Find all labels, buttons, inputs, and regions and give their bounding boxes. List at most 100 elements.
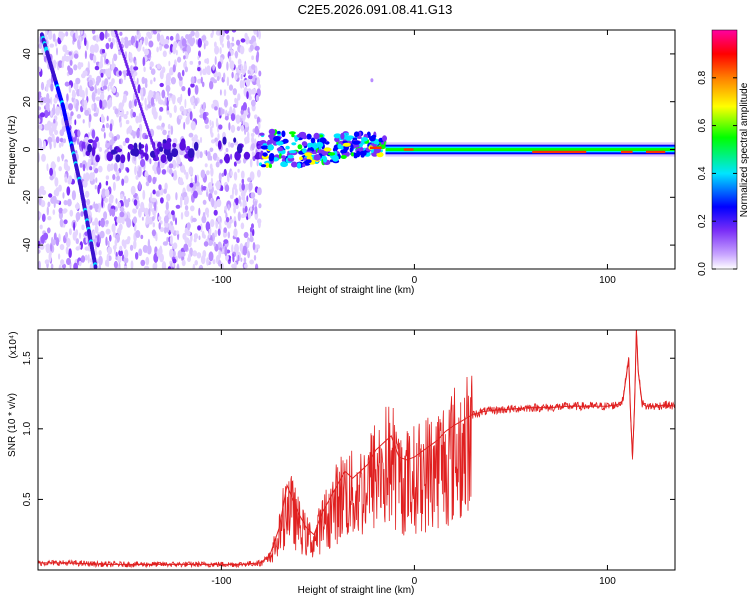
noise-speckle: [94, 225, 99, 234]
noise-speckle: [206, 65, 211, 75]
noise-speckle: [104, 30, 108, 40]
noise-speckle: [189, 96, 195, 104]
noise-speckle: [50, 96, 53, 105]
noise-speckle: [123, 113, 128, 120]
noise-speckle: [38, 249, 41, 254]
noise-speckle: [164, 39, 170, 45]
noise-speckle: [179, 149, 185, 156]
noise-speckle: [43, 55, 47, 63]
noise-speckle: [204, 207, 210, 215]
noise-speckle: [74, 119, 77, 126]
noise-speckle: [68, 248, 72, 259]
noise-speckle: [226, 40, 231, 49]
noise-speckle: [207, 240, 214, 246]
noise-speckle: [202, 111, 207, 121]
noise-speckle: [234, 220, 237, 228]
noise-speckle: [152, 263, 156, 269]
noise-speckle: [257, 187, 262, 196]
noise-speckle: [79, 89, 84, 98]
noise-speckle: [130, 185, 136, 196]
noise-speckle: [213, 79, 217, 84]
noise-speckle: [79, 162, 83, 168]
noise-speckle: [111, 223, 116, 233]
noise-speckle: [53, 118, 56, 125]
noise-speckle: [123, 175, 129, 184]
noise-speckle: [118, 70, 122, 76]
noise-speckle: [150, 68, 156, 75]
noise-speckle: [254, 114, 258, 120]
noise-speckle: [202, 101, 206, 112]
noise-speckle: [247, 250, 251, 259]
noise-speckle: [55, 136, 60, 144]
noise-speckle: [156, 165, 159, 172]
noise-speckle: [66, 257, 71, 266]
noise-band-blob: [222, 136, 227, 145]
noise-speckle: [232, 253, 235, 263]
noise-speckle: [212, 259, 216, 265]
noise-speckle: [113, 260, 118, 269]
noise-speckle: [66, 93, 69, 102]
carrier-spread-blob: [360, 154, 365, 158]
carrier-spread-blob: [291, 161, 298, 168]
noise-speckle: [220, 36, 223, 46]
noise-speckle: [142, 244, 148, 253]
noise-speckle: [158, 115, 162, 121]
noise-speckle: [144, 170, 148, 177]
carrier-spread-blob: [275, 141, 284, 146]
carrier-spread-blob: [327, 152, 336, 156]
noise-speckle: [118, 51, 121, 56]
noise-speckle: [121, 215, 125, 225]
noise-speckle: [224, 99, 228, 108]
noise-speckle: [234, 74, 238, 81]
noise-speckle: [240, 222, 245, 230]
noise-speckle: [159, 34, 165, 45]
snr-y-scale-label: (x10⁴): [8, 331, 19, 358]
noise-speckle: [147, 238, 151, 249]
noise-speckle: [237, 93, 241, 101]
noise-speckle: [52, 195, 57, 204]
noise-speckle: [226, 34, 230, 41]
noise-speckle: [202, 211, 206, 221]
noise-speckle: [160, 197, 164, 204]
carrier-spread-blob: [268, 163, 272, 168]
noise-speckle: [201, 230, 205, 239]
noise-speckle: [212, 152, 218, 161]
noise-speckle: [228, 141, 231, 148]
noise-speckle: [231, 36, 234, 42]
noise-speckle: [230, 170, 233, 177]
noise-speckle: [142, 189, 146, 200]
noise-speckle: [211, 120, 214, 129]
noise-speckle: [245, 78, 251, 87]
noise-speckle: [93, 102, 97, 113]
noise-speckle: [98, 250, 102, 256]
noise-speckle: [167, 266, 172, 269]
noise-speckle: [65, 231, 68, 239]
noise-speckle: [194, 84, 199, 95]
noise-speckle: [39, 243, 45, 250]
noise-speckle: [139, 130, 142, 141]
colorbar-tick-label: 0.2: [697, 214, 708, 228]
noise-speckle: [106, 68, 112, 78]
carrier-spread-blob: [322, 156, 328, 163]
noise-speckle: [124, 212, 127, 219]
noise-speckle: [98, 147, 103, 152]
noise-speckle: [63, 200, 68, 206]
noise-speckle: [248, 75, 253, 80]
noise-band-blob: [133, 142, 138, 151]
noise-speckle: [68, 55, 71, 62]
noise-speckle: [218, 172, 222, 181]
noise-speckle: [219, 221, 222, 230]
noise-speckle: [65, 101, 69, 110]
noise-speckle: [205, 221, 211, 232]
noise-speckle: [229, 194, 234, 199]
noise-speckle: [179, 180, 184, 186]
noise-speckle: [114, 238, 118, 247]
noise-speckle: [107, 84, 110, 92]
noise-speckle: [184, 98, 187, 109]
noise-speckle: [207, 182, 213, 190]
carrier-peak-blob: [304, 152, 313, 157]
noise-speckle: [247, 131, 250, 140]
noise-speckle: [89, 263, 92, 269]
noise-speckle: [38, 66, 41, 72]
noise-speckle: [51, 123, 57, 132]
